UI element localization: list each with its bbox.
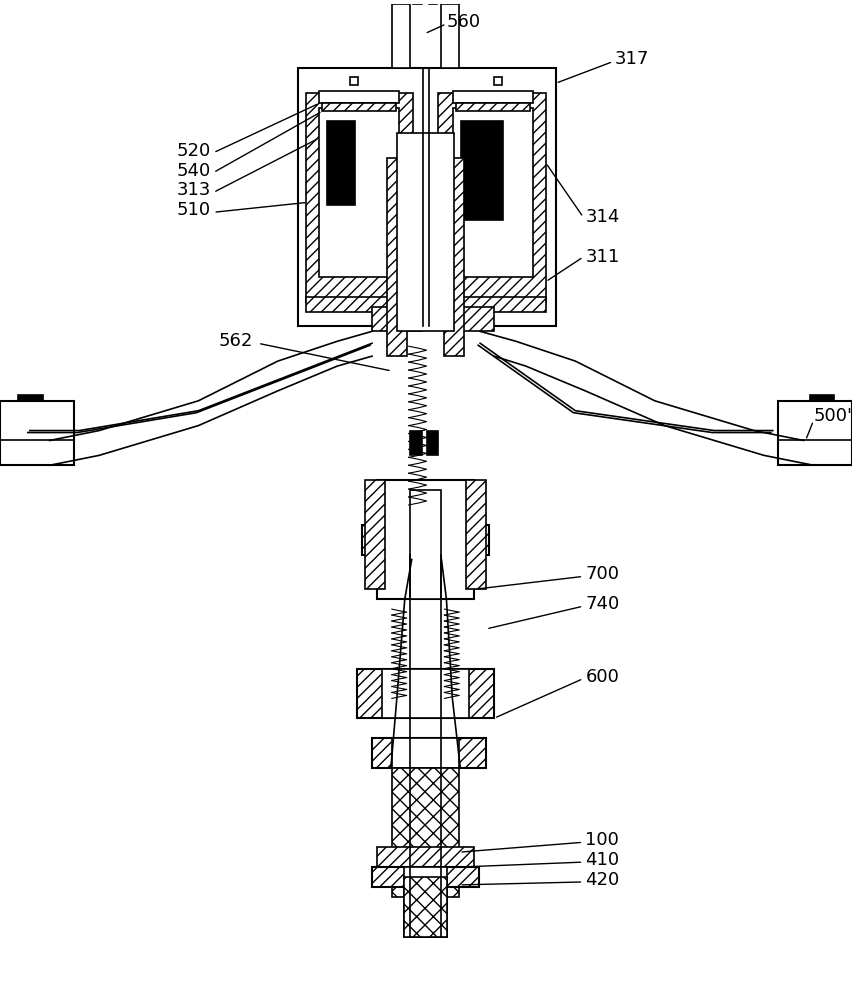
Bar — [466, 480, 486, 589]
Bar — [410, 490, 442, 599]
Bar — [427, 431, 438, 455]
Bar — [372, 307, 422, 331]
Text: 500': 500' — [813, 407, 852, 425]
Bar — [306, 297, 412, 312]
Bar — [440, 525, 489, 555]
Bar — [382, 525, 469, 555]
Bar — [372, 867, 479, 887]
Text: 314: 314 — [585, 208, 619, 226]
Text: 520: 520 — [177, 142, 210, 160]
Text: 420: 420 — [585, 871, 619, 889]
Text: 317: 317 — [615, 50, 649, 68]
Bar — [387, 158, 407, 356]
Bar — [777, 401, 852, 440]
Bar — [777, 401, 852, 465]
Bar — [372, 738, 486, 768]
Text: 100: 100 — [585, 831, 619, 849]
Bar — [377, 480, 474, 599]
Bar — [320, 91, 399, 103]
Bar — [404, 867, 448, 937]
Bar — [454, 108, 533, 277]
Bar — [357, 669, 494, 718]
Text: 410: 410 — [585, 851, 619, 869]
Text: 600: 600 — [585, 668, 619, 686]
Bar — [306, 93, 412, 302]
Bar — [456, 103, 530, 111]
Text: 540: 540 — [177, 162, 210, 180]
Text: 311: 311 — [585, 248, 619, 266]
Bar — [809, 395, 834, 417]
Text: 313: 313 — [177, 181, 211, 199]
Bar — [783, 406, 846, 436]
Text: 740: 740 — [585, 595, 619, 613]
Bar — [412, 0, 422, 4]
Bar — [350, 77, 358, 85]
Bar — [377, 847, 474, 867]
Bar — [6, 406, 69, 436]
Bar — [297, 68, 556, 326]
Bar — [382, 669, 469, 718]
Text: 562: 562 — [218, 332, 253, 350]
Bar — [18, 395, 43, 417]
Text: 700: 700 — [585, 565, 619, 583]
Bar — [320, 108, 399, 277]
Bar — [410, 431, 422, 455]
Bar — [442, 4, 460, 68]
Bar — [461, 121, 503, 220]
Bar — [438, 297, 545, 312]
Bar — [444, 307, 494, 331]
Bar — [454, 91, 533, 103]
Bar — [429, 0, 437, 4]
Bar — [362, 525, 411, 555]
Bar — [834, 411, 846, 433]
Bar — [6, 411, 18, 433]
Text: 510: 510 — [177, 201, 210, 219]
Bar — [438, 93, 545, 302]
Bar — [392, 4, 410, 68]
Bar — [494, 77, 502, 85]
Bar — [0, 401, 75, 440]
Bar — [365, 480, 385, 589]
Bar — [327, 121, 355, 205]
Bar — [397, 133, 454, 331]
Bar — [392, 768, 460, 897]
Bar — [0, 401, 75, 465]
Bar — [404, 877, 448, 937]
Bar — [444, 158, 464, 356]
Bar — [322, 103, 396, 111]
Bar — [392, 738, 460, 768]
Text: 560: 560 — [447, 13, 480, 31]
